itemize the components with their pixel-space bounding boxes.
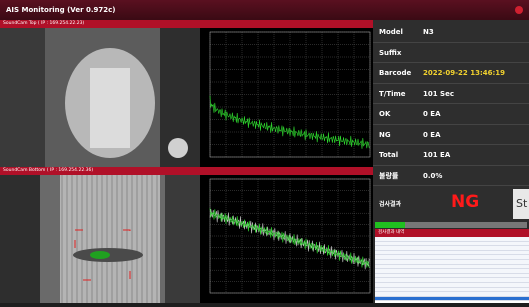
wall bbox=[0, 28, 45, 167]
spectrum-trace bbox=[210, 208, 369, 268]
progress-fill bbox=[375, 222, 405, 228]
log-table: 검사결과 내역 bbox=[375, 229, 529, 303]
info-label: Barcode bbox=[379, 63, 411, 83]
info-label: NG bbox=[379, 125, 391, 145]
spectrum-svg bbox=[200, 28, 373, 167]
info-row: NG 0 EA bbox=[373, 125, 529, 146]
camera-image bbox=[0, 28, 200, 167]
spectrum-trace bbox=[210, 96, 369, 149]
info-label: Suffix bbox=[379, 43, 401, 63]
camera-image bbox=[0, 175, 200, 303]
info-row: T/Time 101 Sec bbox=[373, 84, 529, 105]
info-label: Total bbox=[379, 145, 398, 165]
camera-panel: SoundCam Bottom ( IP : 169.254.22.36) bbox=[0, 167, 373, 303]
info-row: Suffix bbox=[373, 43, 529, 64]
info-label: 불량률 bbox=[379, 166, 398, 186]
camera-panel: SoundCam Top ( IP : 169.254.22.23) bbox=[0, 20, 373, 167]
app-title: AIS Monitoring (Ver 0.972c) bbox=[6, 6, 115, 14]
camera-view bbox=[0, 28, 200, 167]
close-button[interactable] bbox=[515, 6, 523, 14]
info-row: Model N3 bbox=[373, 22, 529, 43]
info-row: Total 101 EA bbox=[373, 145, 529, 166]
camera-label: SoundCam Bottom ( IP : 169.254.22.36) bbox=[0, 167, 373, 175]
info-value: 0.0% bbox=[423, 166, 442, 186]
info-value: 0 EA bbox=[423, 125, 441, 145]
info-row: Barcode 2022-09-22 13:46:19 bbox=[373, 63, 529, 84]
camera-view bbox=[0, 175, 200, 303]
result-label: 검사결과 bbox=[379, 199, 401, 208]
start-button[interactable]: St bbox=[513, 189, 529, 219]
info-value: 101 EA bbox=[423, 145, 450, 165]
log-title: 검사결과 내역 bbox=[375, 229, 529, 237]
device-body bbox=[60, 175, 160, 303]
person bbox=[168, 138, 188, 158]
title-bar: AIS Monitoring (Ver 0.972c) bbox=[0, 0, 529, 20]
spectrum-plot bbox=[200, 28, 373, 167]
info-row: 불량률 0.0% bbox=[373, 166, 529, 187]
info-label: Model bbox=[379, 22, 403, 42]
background bbox=[165, 175, 200, 303]
info-label: T/Time bbox=[379, 84, 406, 104]
device-body bbox=[90, 68, 130, 148]
progress-bar bbox=[375, 222, 527, 228]
result-row: 검사결과 NG St bbox=[373, 186, 529, 222]
app-window: AIS Monitoring (Ver 0.972c) SoundCam Top… bbox=[0, 0, 529, 303]
hotspot bbox=[90, 251, 110, 259]
info-value: 0 EA bbox=[423, 104, 441, 124]
info-label: OK bbox=[379, 104, 390, 124]
spectrum-svg bbox=[200, 175, 373, 303]
camera-label: SoundCam Top ( IP : 169.254.22.23) bbox=[0, 20, 373, 28]
info-value: N3 bbox=[423, 22, 434, 42]
info-value: 2022-09-22 13:46:19 bbox=[423, 63, 505, 83]
spectrum-plot bbox=[200, 175, 373, 303]
info-row: OK 0 EA bbox=[373, 104, 529, 125]
result-value: NG bbox=[451, 192, 479, 212]
info-value: 101 Sec bbox=[423, 84, 454, 104]
log-row bbox=[375, 297, 529, 302]
wall bbox=[0, 175, 40, 303]
